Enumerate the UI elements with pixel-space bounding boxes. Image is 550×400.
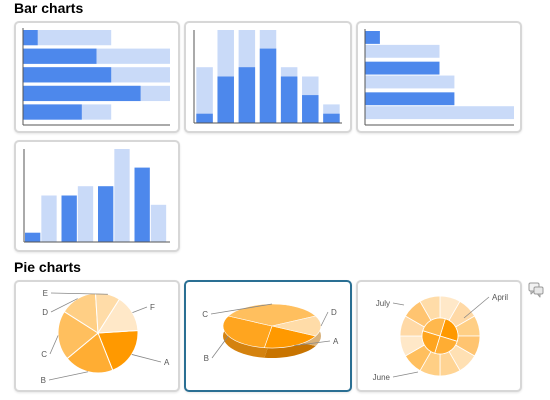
chart-canvas [193,30,342,124]
bar-dark [23,67,112,83]
bar-dark [280,76,298,123]
bar-light [196,67,213,123]
bar-dark [23,30,38,46]
chart-canvas: July April June [373,293,509,382]
bar-dark [259,48,277,123]
bar-dark [365,92,455,106]
pie-label: July [376,299,390,308]
pie-leader-line [132,306,148,314]
grouped-vertical-bar-chart-thumbnail[interactable] [14,140,180,252]
pie-label: B [41,376,46,385]
bar-dark [323,113,340,123]
bar-dark [365,61,440,75]
bar-dark [23,85,141,102]
chart-canvas: A B C D E F [41,289,170,385]
bar-charts-heading: Bar charts [14,0,84,16]
bar-light [23,30,112,46]
pie-leader-line [48,371,89,381]
pie-label: A [333,337,339,346]
bar-dark [217,76,234,123]
pie-charts-heading: Pie charts [14,259,81,275]
pie-leader-line [50,298,78,313]
pie-leader-line [49,335,59,355]
pie-label: D [331,308,337,317]
bar-light [114,149,130,242]
bar-light [365,44,440,58]
pie-leader-line [392,302,405,306]
pie-leader-line [392,371,419,378]
pie-label: A [164,358,170,367]
bar-light [77,186,94,242]
pie-label: E [43,289,48,298]
bar-dark [365,31,380,44]
pie-slice [222,315,273,349]
pie-leader-line [463,296,490,319]
grouped-horizontal-bar-chart-thumbnail[interactable] [356,21,522,133]
chart-canvas [23,149,170,243]
pie-slice [66,332,114,374]
bar-dark [238,67,256,123]
chart-canvas [22,28,170,126]
bar-dark [23,48,97,64]
pie-label: April [492,293,508,302]
bar-dark [25,232,41,242]
pie-chart-thumbnail[interactable]: A B C D E F [14,280,180,392]
pie-label: B [204,354,209,363]
pie-slice [263,325,317,349]
feedback-icon[interactable] [528,282,544,298]
pie-label: F [150,303,155,312]
concentric-pie-chart-thumbnail[interactable]: July April June [356,280,522,392]
pie-label: C [41,350,47,359]
pie-leader-line [50,292,108,295]
pie-slice [97,298,139,334]
pie-leader-line [131,354,162,363]
inner-slice [422,317,446,337]
bar-dark [23,104,82,120]
pie-label: C [202,310,208,319]
bar-dark [302,95,319,123]
pie-slice [271,315,322,337]
pie-leader-line [294,340,331,346]
stacked-horizontal-bar-chart-thumbnail[interactable] [14,21,180,133]
stacked-vertical-bar-chart-thumbnail[interactable] [184,21,352,133]
pie-label: June [373,373,391,382]
chart-canvas: A B C D [202,303,339,363]
bar-light [41,195,57,242]
chart-canvas [364,29,514,126]
bar-light [150,204,167,242]
bar-dark [134,167,150,242]
pie-leader-line [210,303,273,315]
3d-pie-chart-thumbnail[interactable]: A B C D [184,280,352,392]
pie-slice [97,329,139,371]
pie-leader-line [211,335,229,359]
bar-light [365,75,455,89]
bar-dark [196,113,213,123]
bar-dark [61,195,77,242]
bar-light [365,106,514,120]
pie-label: D [42,308,48,317]
bar-dark [98,186,114,242]
pie-leader-line [320,311,329,327]
